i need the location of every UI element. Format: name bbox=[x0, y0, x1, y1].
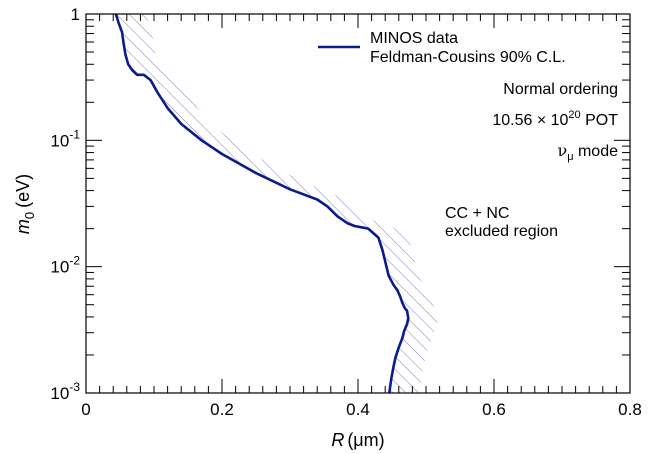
y-tick-label: 10-1 bbox=[50, 127, 80, 150]
x-tick-label: 0 bbox=[81, 400, 90, 419]
y-tick-labels: 1 10-1 10-2 10-3 bbox=[50, 5, 80, 403]
plot-frame bbox=[85, 13, 631, 394]
mode-annotation: νμ mode bbox=[557, 141, 618, 163]
y-tick-label: 10-3 bbox=[50, 380, 80, 403]
exclusion-hatch-band bbox=[115, 14, 439, 393]
x-tick-labels: 0 0.2 0.4 0.6 0.8 bbox=[81, 400, 642, 419]
y-tick-label: 10-2 bbox=[50, 254, 80, 277]
x-axis-title: R (μm) bbox=[331, 430, 384, 450]
x-tick-label: 0.8 bbox=[618, 400, 642, 419]
region-label-1: CC + NC bbox=[445, 205, 509, 222]
x-tick-label: 0.4 bbox=[346, 400, 370, 419]
x-tick-label: 0.6 bbox=[482, 400, 506, 419]
region-label-2: excluded region bbox=[445, 223, 558, 240]
legend: MINOS data Feldman-Cousins 90% C.L. bbox=[318, 30, 566, 66]
y-axis-title: m0(eV) bbox=[13, 174, 37, 234]
legend-label-1: MINOS data bbox=[370, 30, 458, 47]
axis-ticks bbox=[86, 14, 630, 393]
minos-limit-curve bbox=[114, 14, 410, 393]
pot-annotation: 10.56 × 1020 POT bbox=[492, 109, 618, 129]
x-tick-label: 0.2 bbox=[210, 400, 234, 419]
legend-label-2: Feldman-Cousins 90% C.L. bbox=[370, 49, 566, 66]
y-tick-label: 1 bbox=[71, 5, 80, 24]
ordering-annotation: Normal ordering bbox=[503, 81, 618, 98]
